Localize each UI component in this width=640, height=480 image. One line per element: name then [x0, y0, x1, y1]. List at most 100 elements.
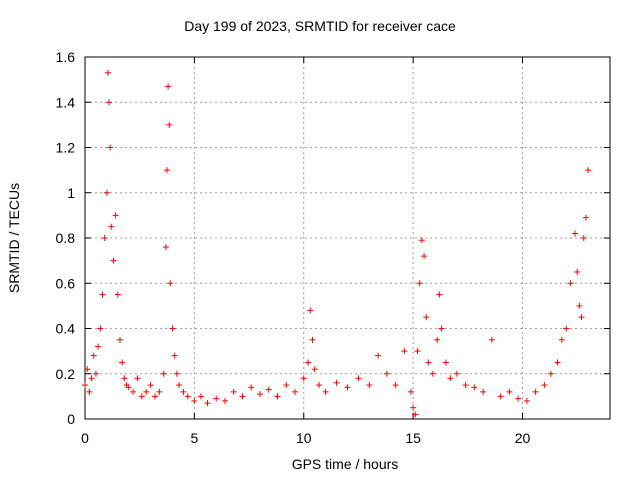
- data-point: [572, 230, 578, 237]
- data-point: [438, 325, 445, 332]
- data-point: [410, 404, 417, 411]
- data-point: [106, 99, 113, 106]
- x-tick-label: 5: [190, 430, 198, 446]
- data-point: [84, 366, 91, 373]
- data-point: [307, 307, 314, 314]
- data-point: [99, 291, 106, 298]
- data-point: [414, 348, 421, 355]
- data-point: [322, 388, 329, 395]
- data-point: [447, 375, 454, 382]
- data-point: [88, 375, 95, 382]
- data-point: [423, 314, 430, 321]
- data-point: [257, 391, 263, 398]
- data-point: [506, 388, 513, 395]
- data-point: [82, 382, 88, 389]
- y-tick-label: 1.4: [56, 94, 76, 110]
- x-tick-label: 15: [405, 430, 421, 446]
- data-point: [311, 366, 318, 373]
- data-point: [222, 397, 228, 404]
- data-point: [541, 382, 548, 389]
- data-point: [121, 375, 128, 382]
- data-point: [114, 291, 121, 298]
- y-axis-label: SRMTID / TECUs: [6, 182, 22, 294]
- data-point: [112, 212, 119, 219]
- data-point: [239, 393, 246, 400]
- y-tick-label: 1.6: [56, 49, 76, 65]
- data-point: [480, 388, 487, 395]
- data-point: [97, 325, 104, 332]
- x-axis-label: GPS time / hours: [291, 456, 399, 472]
- data-point: [416, 280, 423, 287]
- data-point: [316, 382, 323, 389]
- y-tick-label: 0.2: [56, 366, 76, 382]
- x-tick-label: 20: [515, 430, 531, 446]
- data-point: [574, 268, 581, 275]
- data-point: [130, 388, 137, 395]
- data-point: [134, 375, 141, 382]
- data-point: [585, 167, 592, 174]
- data-point: [104, 69, 111, 76]
- data-point: [532, 388, 539, 395]
- data-point: [165, 83, 172, 90]
- data-point: [434, 336, 441, 343]
- data-point: [167, 280, 174, 287]
- data-point: [554, 359, 561, 366]
- data-point: [292, 388, 298, 395]
- data-point: [547, 370, 554, 377]
- data-point: [265, 386, 272, 393]
- data-point: [197, 393, 204, 400]
- y-tick-label: 0: [67, 411, 75, 427]
- data-point: [169, 325, 176, 332]
- data-point: [125, 384, 132, 391]
- data-point: [567, 280, 574, 287]
- data-point: [90, 352, 97, 359]
- x-tick-label: 0: [81, 430, 89, 446]
- data-point: [412, 411, 419, 418]
- data-point: [138, 393, 145, 400]
- data-point: [563, 325, 570, 332]
- data-point: [110, 257, 117, 264]
- data-point: [383, 370, 390, 377]
- data-point: [103, 189, 110, 196]
- data-point: [333, 379, 340, 386]
- data-point: [488, 336, 495, 343]
- data-point: [184, 393, 191, 400]
- data-point: [442, 359, 449, 366]
- data-point: [176, 382, 183, 389]
- data-point: [213, 395, 220, 402]
- data-point: [86, 388, 93, 395]
- data-point: [108, 223, 115, 230]
- data-point: [119, 359, 126, 366]
- data-point: [392, 382, 399, 389]
- data-point: [582, 214, 589, 221]
- data-point: [147, 382, 154, 389]
- data-point: [164, 167, 171, 174]
- data-point: [191, 397, 198, 404]
- data-point: [425, 359, 432, 366]
- data-point: [523, 397, 530, 404]
- data-point: [471, 384, 478, 391]
- data-point: [421, 253, 428, 260]
- data-point: [578, 314, 585, 321]
- data-point: [407, 388, 414, 395]
- data-point: [107, 144, 114, 151]
- data-point: [95, 343, 102, 350]
- data-point: [283, 382, 290, 389]
- data-point: [160, 370, 167, 377]
- data-point: [309, 336, 316, 343]
- data-point: [344, 384, 351, 391]
- data-point: [401, 348, 408, 355]
- data-point: [230, 388, 237, 395]
- data-point: [173, 370, 180, 377]
- x-tick-label: 10: [296, 430, 312, 446]
- data-point: [166, 121, 173, 128]
- y-tick-label: 0.6: [56, 275, 76, 291]
- data-point: [156, 388, 163, 395]
- data-point: [453, 370, 460, 377]
- data-point: [274, 393, 281, 400]
- data-point: [497, 393, 504, 400]
- chart-title: Day 199 of 2023, SRMTID for receiver cac…: [184, 18, 456, 34]
- data-point: [580, 235, 587, 241]
- y-tick-label: 1.2: [56, 140, 76, 156]
